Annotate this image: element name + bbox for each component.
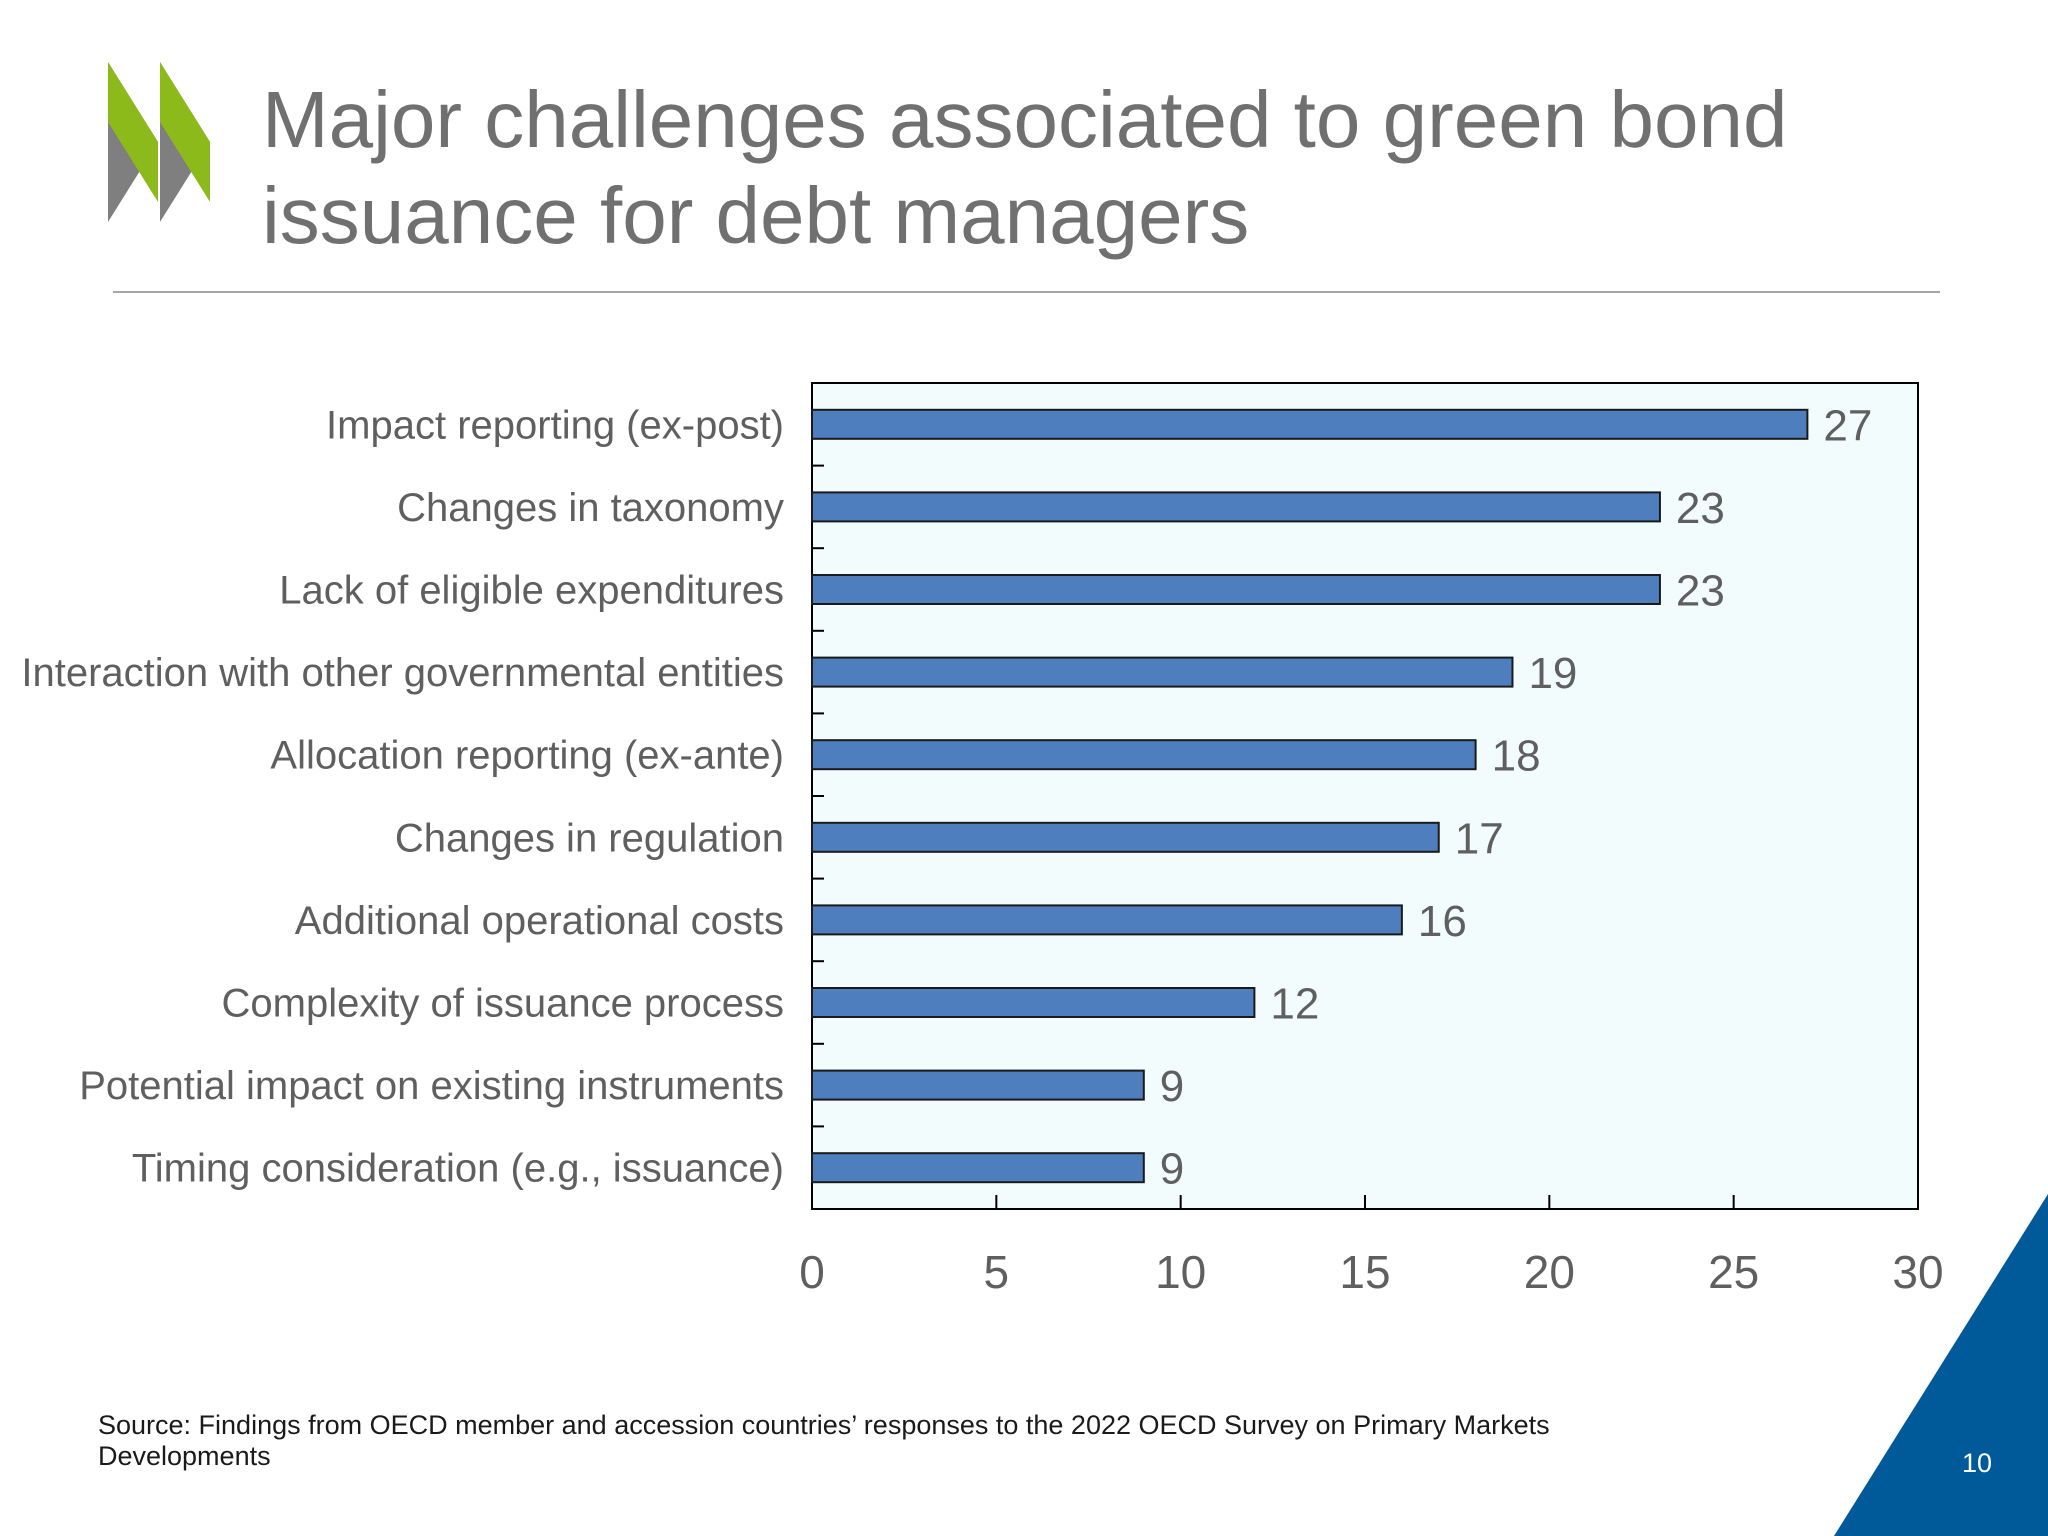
x-tick-label: 5 <box>984 1246 1010 1298</box>
data-label: 27 <box>1823 401 1872 450</box>
x-tick-label: 15 <box>1339 1246 1390 1298</box>
slide-title: Major challenges associated to green bon… <box>262 75 1788 260</box>
data-label: 23 <box>1676 484 1725 533</box>
oecd-logo <box>108 62 210 222</box>
bar-chart: Impact reporting (ex-post) 27 Changes in t… <box>21 382 1944 1298</box>
page-number: 10 <box>1962 1448 1993 1478</box>
category-label: Interaction with other governmental enti… <box>21 651 784 695</box>
data-label: 9 <box>1160 1145 1184 1194</box>
bar <box>811 987 1256 1018</box>
category-label: Changes in taxonomy <box>397 486 784 530</box>
data-label: 9 <box>1160 1062 1184 1111</box>
title-divider <box>113 291 1940 293</box>
bar <box>811 656 1514 688</box>
bar <box>811 1069 1145 1101</box>
data-label: 16 <box>1418 897 1467 946</box>
category-label: Impact reporting (ex-post) <box>326 403 784 447</box>
bar <box>811 739 1477 771</box>
corner-decoration <box>1834 1194 2048 1536</box>
data-label: 19 <box>1528 649 1577 698</box>
bar <box>811 491 1661 523</box>
source-note: Source: Findings from OECD member and ac… <box>98 1410 1550 1471</box>
bar <box>811 574 1661 605</box>
x-tick-label: 20 <box>1524 1246 1575 1298</box>
category-label: Potential impact on existing instruments <box>79 1064 784 1108</box>
data-label: 23 <box>1676 567 1725 616</box>
data-label: 17 <box>1455 814 1504 863</box>
bar <box>811 1152 1145 1184</box>
category-label: Allocation reporting (ex-ante) <box>270 734 784 778</box>
bar <box>811 821 1440 853</box>
category-label: Additional operational costs <box>295 899 784 943</box>
bar <box>811 904 1403 936</box>
category-label: Timing consideration (e.g., issuance) <box>132 1147 784 1191</box>
x-tick-label: 10 <box>1155 1246 1206 1298</box>
category-label: Complexity of issuance process <box>222 982 784 1026</box>
data-label: 18 <box>1492 732 1541 781</box>
x-tick-label: 30 <box>1892 1246 1943 1298</box>
category-label: Lack of eligible expenditures <box>279 569 784 613</box>
category-label: Changes in regulation <box>395 816 784 860</box>
data-label: 12 <box>1270 980 1319 1029</box>
bar <box>811 408 1809 440</box>
x-tick-label: 25 <box>1708 1246 1759 1298</box>
x-tick-label: 0 <box>799 1246 825 1298</box>
